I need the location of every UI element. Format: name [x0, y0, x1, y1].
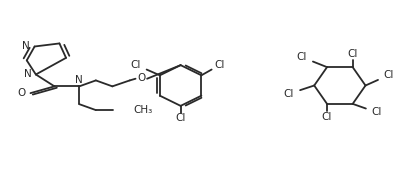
- Text: Cl: Cl: [131, 60, 141, 70]
- Text: Cl: Cl: [283, 89, 294, 99]
- Text: N: N: [22, 42, 30, 51]
- Text: O: O: [17, 88, 25, 98]
- Text: Cl: Cl: [176, 113, 186, 123]
- Text: Cl: Cl: [371, 107, 382, 117]
- Text: Cl: Cl: [296, 52, 307, 62]
- Text: Cl: Cl: [383, 70, 393, 80]
- Text: N: N: [76, 75, 83, 85]
- Text: O: O: [137, 73, 145, 83]
- Text: Cl: Cl: [347, 49, 358, 59]
- Text: N: N: [24, 69, 32, 80]
- Text: Cl: Cl: [322, 112, 332, 122]
- Text: Cl: Cl: [215, 60, 225, 70]
- Text: CH₃: CH₃: [133, 105, 152, 115]
